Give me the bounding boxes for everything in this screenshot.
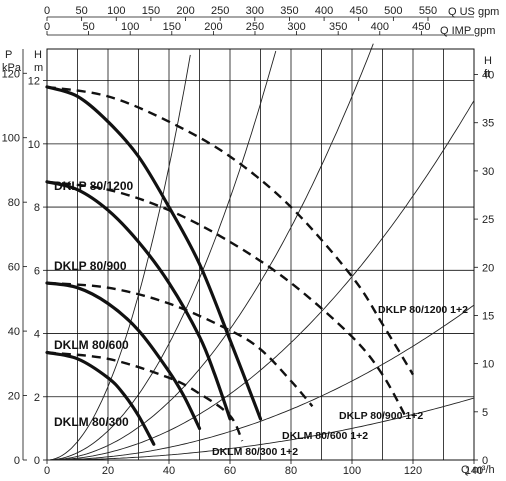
label-dklp-80-1200-1-2: DKLP 80/1200 1+2: [378, 304, 468, 316]
system-curve: [47, 100, 475, 461]
us-tick-label: 550: [419, 5, 437, 17]
label-dklm-80-300: DKLM 80/300: [54, 415, 129, 429]
p-tick-label: 60: [8, 262, 20, 274]
us-tick-label: 350: [280, 5, 298, 17]
series-group: [45, 85, 415, 446]
ft-tick-label: 10: [482, 359, 494, 371]
system-curve: [46, 50, 277, 461]
imp-tick-label: 450: [412, 21, 430, 33]
us-tick-label: 150: [142, 5, 160, 17]
x-tick-label: 80: [285, 465, 297, 477]
x-tick-label: 140: [465, 465, 483, 477]
curve-dklm-80-600: [45, 281, 202, 430]
ft-tick-label: 35: [482, 118, 494, 130]
us-tick-label: 250: [211, 5, 229, 17]
ft-tick-label: 20: [482, 262, 494, 274]
p-tick-label: 0: [14, 455, 20, 467]
ft-tick-label: 0: [482, 455, 488, 467]
imp-tick-label: 250: [246, 21, 264, 33]
p-tick-label: 80: [8, 197, 20, 209]
grid: [46, 48, 475, 461]
us-tick-label: 200: [176, 5, 194, 17]
ft-tick-label: 15: [482, 310, 494, 322]
curve-dklm-80-300: [45, 350, 156, 446]
p-tick-label: 100: [2, 133, 20, 145]
ft-axis-label-ft: ft: [484, 68, 490, 80]
curve-dklp-80-900: [45, 180, 232, 421]
imp-tick-label: 200: [204, 21, 222, 33]
curve-dklm-80-300-1-2: [46, 351, 244, 442]
p-tick-label: 120: [2, 68, 20, 80]
label-dklm-80-300-1-2: DKLM 80/300 1+2: [212, 446, 298, 458]
p-tick-label: 20: [8, 391, 20, 403]
us-tick-label: 400: [315, 5, 333, 17]
ft-tick-label: 40: [482, 70, 494, 82]
us-tick-label: 500: [384, 5, 402, 17]
us-tick-label: 300: [246, 5, 264, 17]
ft-axis-label-h: H: [484, 55, 492, 67]
system-curve: [47, 397, 475, 461]
label-dklp-80-900: DKLP 80/900: [54, 259, 127, 273]
us-tick-label: 50: [76, 5, 88, 17]
system-curve: [47, 304, 475, 461]
x-tick-label: 120: [404, 465, 422, 477]
x-tick-label: 60: [224, 465, 236, 477]
imp-tick-label: 300: [287, 21, 305, 33]
imp-tick-label: 150: [163, 21, 181, 33]
ft-tick-label: 25: [482, 214, 494, 226]
h-tick-label: 6: [34, 265, 40, 277]
h-tick-label: 4: [34, 329, 40, 341]
p-axis-label-kpa: kPa: [2, 62, 22, 74]
h-tick-label: 12: [28, 76, 40, 88]
h-axis-label-m: m: [34, 62, 43, 74]
h-axis-label-h: H: [34, 49, 42, 61]
label-dklp-80-1200: DKLP 80/1200: [54, 179, 133, 193]
imp-tick-label: 0: [44, 21, 50, 33]
us-tick-label: 100: [107, 5, 125, 17]
us-tick-label: 450: [350, 5, 368, 17]
imp-tick-label: 100: [121, 21, 139, 33]
top-axis-imp-label: Q IMP gpm: [440, 25, 495, 37]
top-axis-us: 0 50 100 150 200 250 300 350 400 450 500 550 Q US g…: [44, 5, 499, 21]
ft-tick-label: 5: [482, 407, 488, 419]
label-dklp-80-900-1-2: DKLP 80/900 1+2: [339, 410, 423, 422]
imp-tick-label: 400: [371, 21, 389, 33]
p-axis-label-p: P: [5, 49, 12, 61]
p-tick-label: 40: [8, 326, 20, 338]
label-dklm-80-600-1-2: DKLM 80/600 1+2: [282, 430, 368, 442]
curve-dklp-80-900-1-2: [46, 180, 408, 420]
h-tick-label: 8: [34, 202, 40, 214]
curve-dklp-80-1200: [45, 85, 263, 421]
us-tick-label: 0: [44, 5, 50, 17]
curve-dklm-80-600-1-2: [46, 281, 314, 408]
h-tick-label: 0: [34, 455, 40, 467]
top-axis-imp: 0 50 100 150 200 250 300 350 400 450 Q IMP gpm: [44, 21, 496, 37]
x-tick-label: 20: [102, 465, 114, 477]
x-tick-label: 0: [44, 465, 50, 477]
x-tick-label: 100: [343, 465, 361, 477]
system-curve: [46, 54, 191, 461]
x-tick-label: 40: [163, 465, 175, 477]
label-dklm-80-600: DKLM 80/600: [54, 338, 129, 352]
h-tick-label: 2: [34, 392, 40, 404]
x-axis-label: Q m³/h: [461, 464, 495, 476]
top-axis-us-label: Q US gpm: [448, 6, 499, 18]
axis-ticks: 0 20 40 60 80 100 120 1400246810120204060801001…: [2, 49, 494, 477]
h-tick-label: 10: [28, 139, 40, 151]
ft-tick-label: 30: [482, 166, 494, 178]
imp-tick-label: 50: [82, 21, 94, 33]
imp-tick-label: 350: [329, 21, 347, 33]
system-curve: [47, 43, 374, 461]
